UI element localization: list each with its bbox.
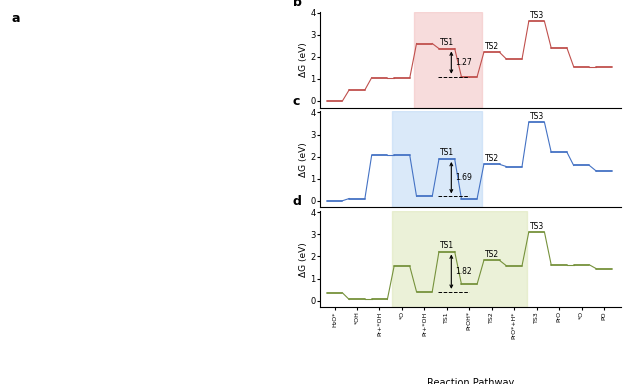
Text: 1.69: 1.69	[456, 173, 472, 182]
Text: TS3: TS3	[529, 11, 544, 20]
Text: TS3: TS3	[529, 222, 544, 231]
Text: TS2: TS2	[484, 42, 499, 51]
Bar	[414, 12, 482, 108]
Bar	[392, 211, 527, 307]
Text: TS1: TS1	[440, 38, 454, 47]
Text: TS1: TS1	[440, 241, 454, 250]
X-axis label: Reaction Pathway: Reaction Pathway	[427, 377, 514, 384]
Text: TS2: TS2	[484, 250, 499, 259]
Text: d: d	[293, 195, 302, 209]
Text: TS3: TS3	[529, 112, 544, 121]
Y-axis label: ΔG (eV): ΔG (eV)	[299, 242, 308, 276]
Bar	[392, 111, 482, 207]
Text: 1.82: 1.82	[456, 267, 472, 276]
Y-axis label: ΔG (eV): ΔG (eV)	[299, 42, 308, 77]
Text: TS2: TS2	[484, 154, 499, 163]
Y-axis label: ΔG (eV): ΔG (eV)	[299, 142, 308, 177]
Text: b: b	[293, 0, 302, 8]
Text: a: a	[12, 12, 20, 25]
Text: 1.27: 1.27	[456, 58, 472, 67]
Text: TS1: TS1	[440, 149, 454, 157]
Text: c: c	[293, 96, 300, 109]
